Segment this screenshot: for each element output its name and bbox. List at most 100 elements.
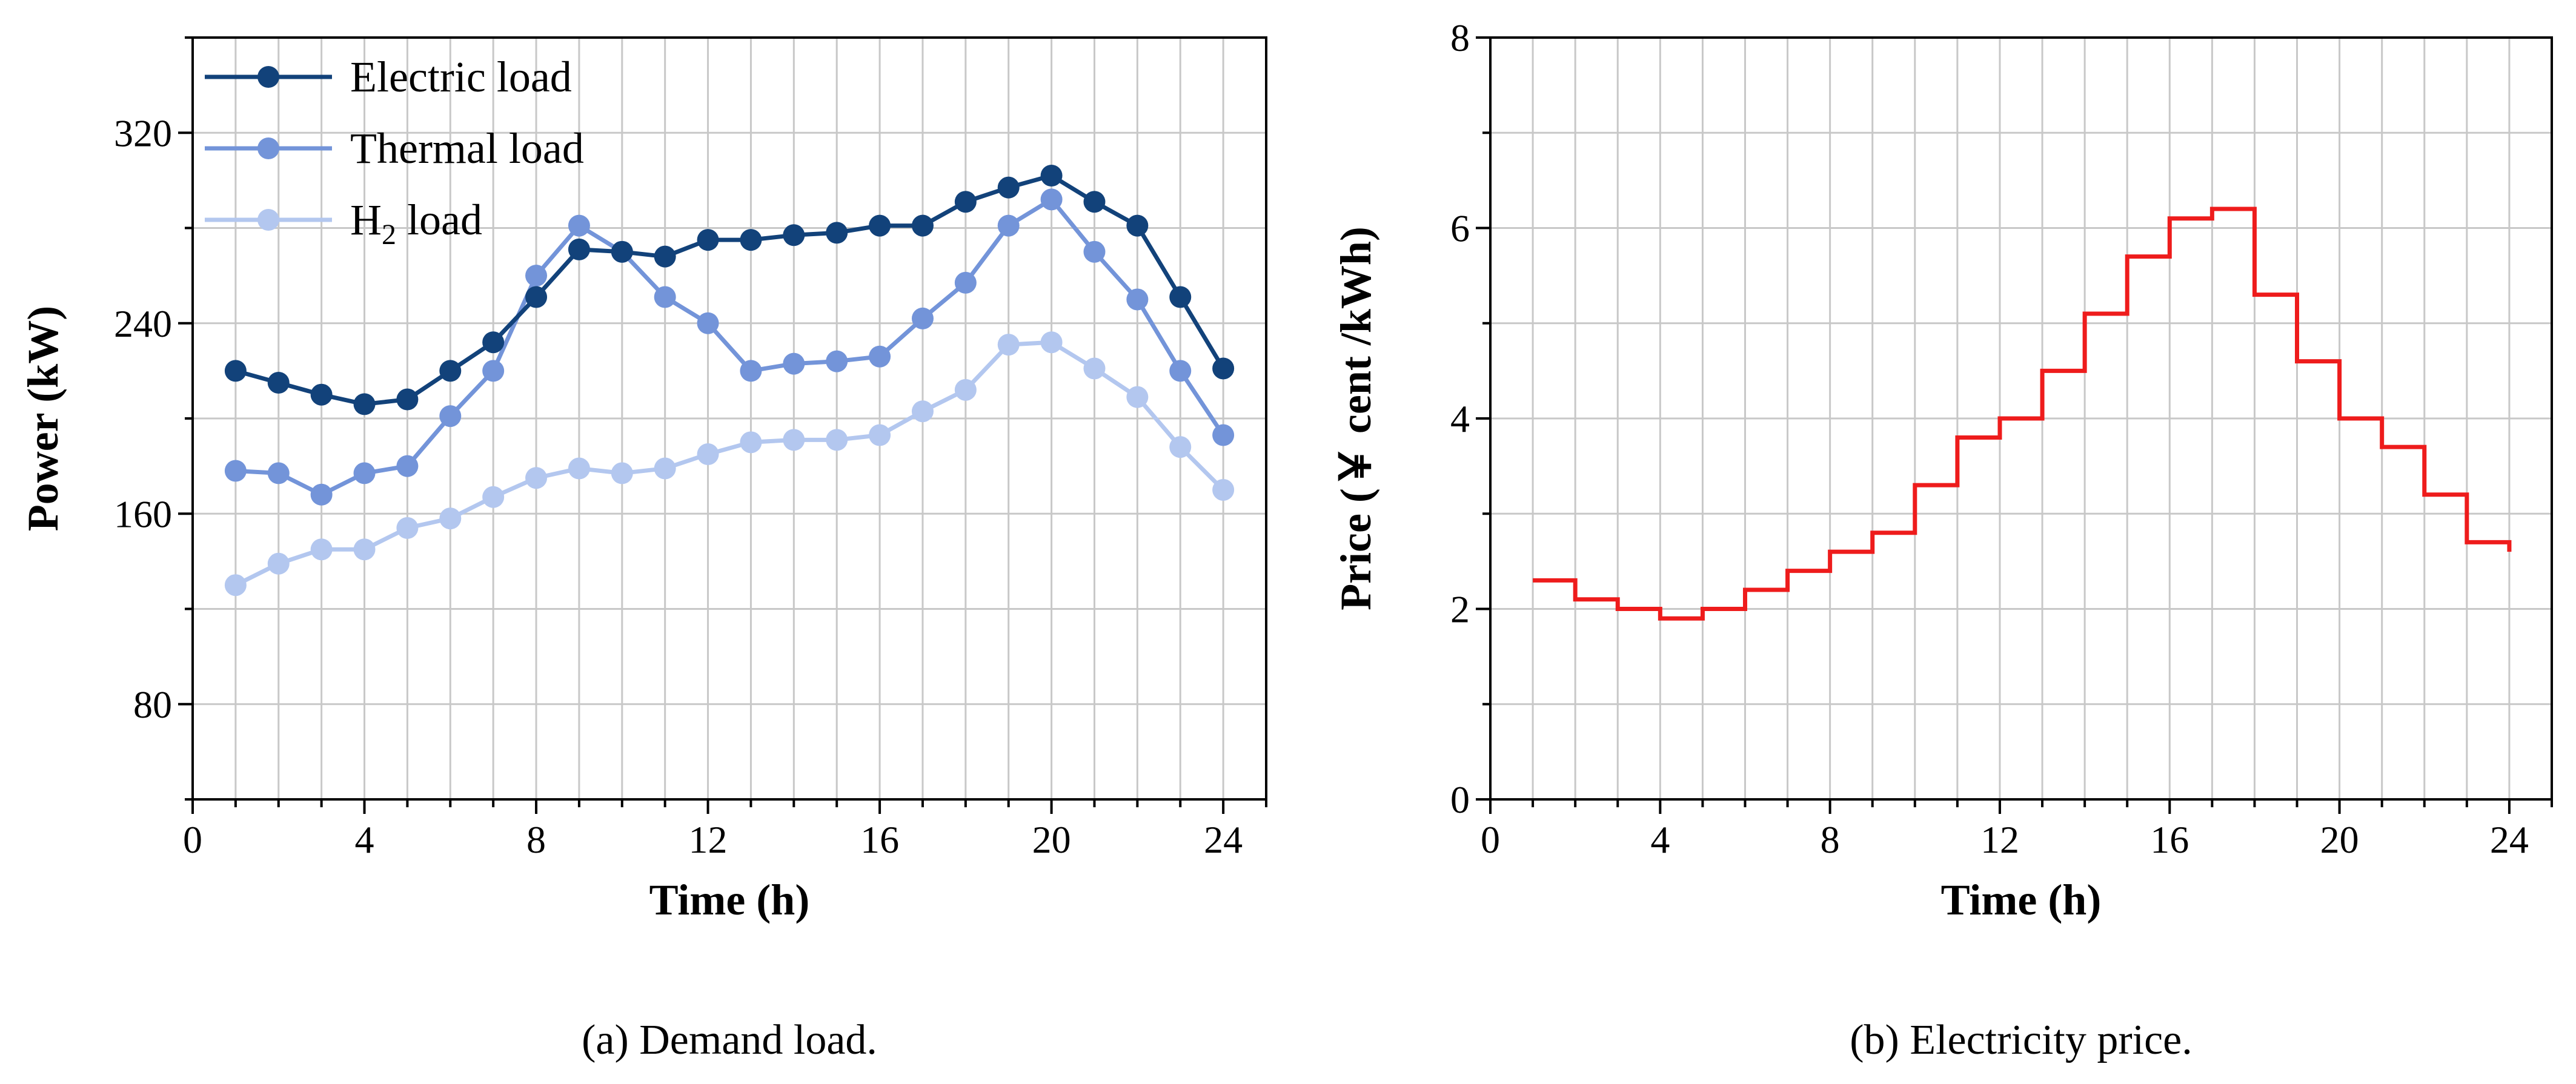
data-point-thermal — [267, 462, 290, 484]
data-point-thermal — [869, 345, 891, 368]
data-point-electric — [997, 176, 1020, 199]
data-point-h2 — [353, 538, 376, 561]
y-tick-label: 4 — [1450, 397, 1470, 440]
data-point-electric — [954, 191, 977, 213]
data-point-electric — [1169, 286, 1192, 308]
data-point-h2 — [1040, 331, 1063, 354]
data-point-electric — [611, 240, 633, 263]
data-point-thermal — [654, 286, 676, 308]
x-tick-label: 16 — [860, 818, 899, 861]
data-point-thermal — [310, 483, 333, 506]
data-point-thermal — [1169, 360, 1192, 382]
demand-load-chart: 0 4 8 12 16 20 24 80 160 240 320 Time (h) Power (kW)… — [19, 36, 1267, 1063]
legend-label-main: Thermal load — [350, 124, 584, 173]
legend-marker-thermal — [257, 137, 279, 159]
data-point-electric — [869, 214, 891, 237]
data-point-h2 — [267, 552, 290, 575]
legend-label-electric: Electric load — [350, 53, 572, 101]
legend-marker-electric — [257, 66, 279, 88]
data-point-electric — [697, 229, 719, 251]
y-axis-label: Power (kW) — [19, 306, 67, 532]
y-tick-label: 0 — [1450, 778, 1470, 821]
data-point-h2 — [568, 457, 590, 480]
data-point-electric — [353, 393, 376, 415]
legend-label-h2: H2 load — [350, 196, 482, 251]
data-point-electric — [568, 238, 590, 260]
data-point-thermal — [740, 360, 762, 382]
y-tick-label: 6 — [1450, 207, 1470, 250]
y-tick-label: 240 — [114, 302, 172, 345]
legend-label-main: Electric load — [350, 53, 572, 101]
data-point-electric — [1083, 191, 1106, 213]
data-point-h2 — [997, 334, 1020, 356]
x-tick-label: 0 — [183, 818, 202, 861]
x-tick-label: 0 — [1481, 818, 1500, 861]
x-tick-label: 20 — [1032, 818, 1071, 861]
x-tick-label: 20 — [2320, 818, 2359, 861]
data-point-h2 — [611, 462, 633, 484]
data-point-electric — [654, 245, 676, 268]
data-point-h2 — [911, 400, 934, 423]
data-point-electric — [267, 372, 290, 394]
data-point-h2 — [224, 574, 247, 597]
data-point-thermal — [482, 360, 505, 382]
data-point-h2 — [654, 457, 676, 480]
x-tick-label: 4 — [1650, 818, 1670, 861]
data-point-electric — [740, 229, 762, 251]
data-point-electric — [826, 222, 848, 244]
data-point-electric — [525, 286, 548, 308]
data-point-thermal — [1126, 288, 1149, 311]
data-point-h2 — [439, 507, 462, 530]
data-point-electric — [439, 360, 462, 382]
data-point-thermal — [783, 352, 805, 375]
legend-label-main: H — [350, 196, 382, 244]
data-point-h2 — [1212, 478, 1235, 501]
legend-label-subscript: 2 — [382, 219, 396, 251]
y-tick-label: 160 — [114, 492, 172, 535]
data-point-electric — [1126, 214, 1149, 237]
data-point-h2 — [826, 429, 848, 451]
x-tick-label: 12 — [689, 818, 728, 861]
data-point-thermal — [1212, 424, 1235, 446]
data-point-h2 — [740, 431, 762, 454]
data-point-electric — [224, 360, 247, 382]
data-point-thermal — [1083, 240, 1106, 263]
series-line-h2 — [234, 340, 1225, 587]
data-point-thermal — [826, 350, 848, 372]
data-point-h2 — [783, 429, 805, 451]
x-tick-label: 8 — [526, 818, 546, 861]
panel-caption: (b) Electricity price. — [1850, 1017, 2193, 1063]
y-tick-label: 320 — [114, 111, 172, 154]
legend-marker-h2 — [257, 209, 279, 231]
y-axis-label: Price (￥ cent /kWh) — [1332, 226, 1380, 610]
data-point-h2 — [525, 467, 548, 489]
data-point-thermal — [697, 312, 719, 334]
data-point-thermal — [911, 307, 934, 329]
price-step-line — [1533, 207, 2512, 621]
data-point-thermal — [224, 460, 247, 482]
data-point-electric — [783, 224, 805, 246]
data-point-h2 — [1126, 386, 1149, 408]
x-tick-label: 24 — [1204, 818, 1243, 861]
series-line-electric — [234, 173, 1226, 406]
data-point-thermal — [439, 405, 462, 428]
data-point-electric — [310, 383, 333, 406]
data-point-h2 — [310, 538, 333, 561]
data-point-thermal — [954, 271, 977, 294]
data-point-h2 — [697, 443, 719, 465]
data-point-h2 — [396, 517, 419, 539]
y-tick-label: 80 — [133, 683, 172, 726]
data-point-thermal — [353, 462, 376, 484]
data-point-electric — [1212, 357, 1235, 380]
data-point-thermal — [396, 455, 419, 477]
data-point-electric — [482, 331, 505, 354]
y-tick-label: 8 — [1450, 16, 1470, 59]
data-point-electric — [1040, 165, 1063, 187]
legend-label-thermal: Thermal load — [350, 124, 584, 173]
data-point-electric — [911, 214, 934, 237]
x-axis-label: Time (h) — [649, 876, 810, 924]
data-point-thermal — [525, 265, 548, 287]
x-tick-label: 12 — [1980, 818, 2019, 861]
